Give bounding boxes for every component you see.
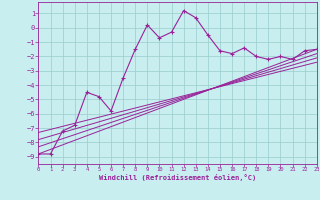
X-axis label: Windchill (Refroidissement éolien,°C): Windchill (Refroidissement éolien,°C)	[99, 174, 256, 181]
